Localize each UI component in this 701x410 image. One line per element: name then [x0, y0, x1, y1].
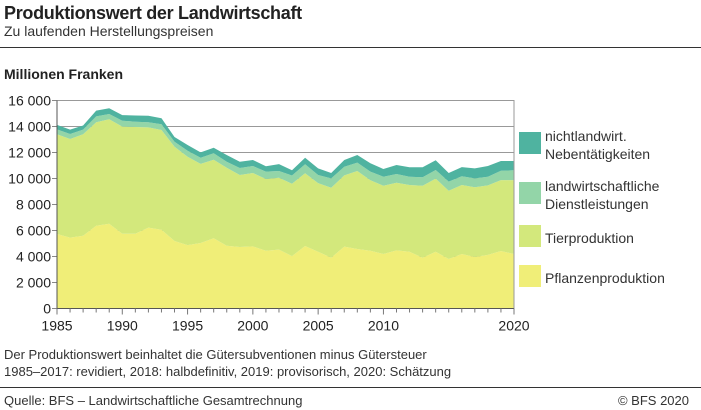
chart-subtitle: Zu laufenden Herstellungspreisen: [4, 23, 214, 39]
chart-title: Produktionswert der Landwirtschaft: [4, 3, 302, 23]
legend-label: nichtlandwirt.: [545, 128, 627, 144]
x-tick-label: 2020: [498, 318, 529, 334]
legend-swatch: [519, 132, 541, 154]
x-tick-label: 2010: [368, 318, 399, 334]
source-text: Quelle: BFS – Landwirtschaftliche Gesamt…: [4, 393, 303, 408]
copyright-text: © BFS 2020: [617, 393, 689, 408]
x-tick-label: 1990: [107, 318, 138, 334]
area-nichtlandwirt-nebentätigkeiten: [57, 108, 514, 182]
y-tick-label: 6 000: [16, 223, 51, 239]
note-subsidies: Der Produktionswert beinhaltet die Güter…: [4, 347, 427, 362]
y-tick-label: 0: [43, 301, 51, 317]
legend-label: Nebentätigkeiten: [545, 146, 650, 162]
legend-label: Dienstleistungen: [545, 196, 649, 212]
divider-bottom: [0, 387, 701, 388]
y-tick-label: 10 000: [8, 171, 51, 187]
area-pflanzenproduktion: [57, 223, 514, 309]
stacked-area-chart: 0 2 000 4 000 6 000 8 000 10 000 12 000 14 000 1…: [8, 93, 665, 334]
x-tick-label: 2000: [237, 318, 268, 334]
legend-swatch: [519, 182, 541, 204]
y-tick-label: 16 000: [8, 93, 51, 109]
legend-swatch: [519, 225, 541, 247]
y-tick-label: 2 000: [16, 275, 51, 291]
y-tick-label: 12 000: [8, 145, 51, 161]
note-revision-status: 1985–2017: revidiert, 2018: halbdefiniti…: [4, 364, 452, 379]
x-tick-label: 1995: [172, 318, 203, 334]
divider-top: [0, 47, 701, 48]
y-tick-label: 8 000: [16, 197, 51, 213]
legend-label: Pflanzenproduktion: [545, 270, 665, 286]
legend-label: Tierproduktion: [545, 230, 634, 246]
y-tick-label: 14 000: [8, 119, 51, 135]
y-axis-unit-label: Millionen Franken: [4, 66, 124, 82]
legend-label: landwirtschaftliche: [545, 178, 660, 194]
x-tick-label: 1985: [41, 318, 72, 334]
area-landwirtschaftliche-dienstleistungen: [57, 114, 514, 191]
legend-swatch: [519, 265, 541, 287]
area-tierproduktion: [57, 119, 514, 259]
y-tick-label: 4 000: [16, 249, 51, 265]
x-tick-label: 2005: [303, 318, 334, 334]
